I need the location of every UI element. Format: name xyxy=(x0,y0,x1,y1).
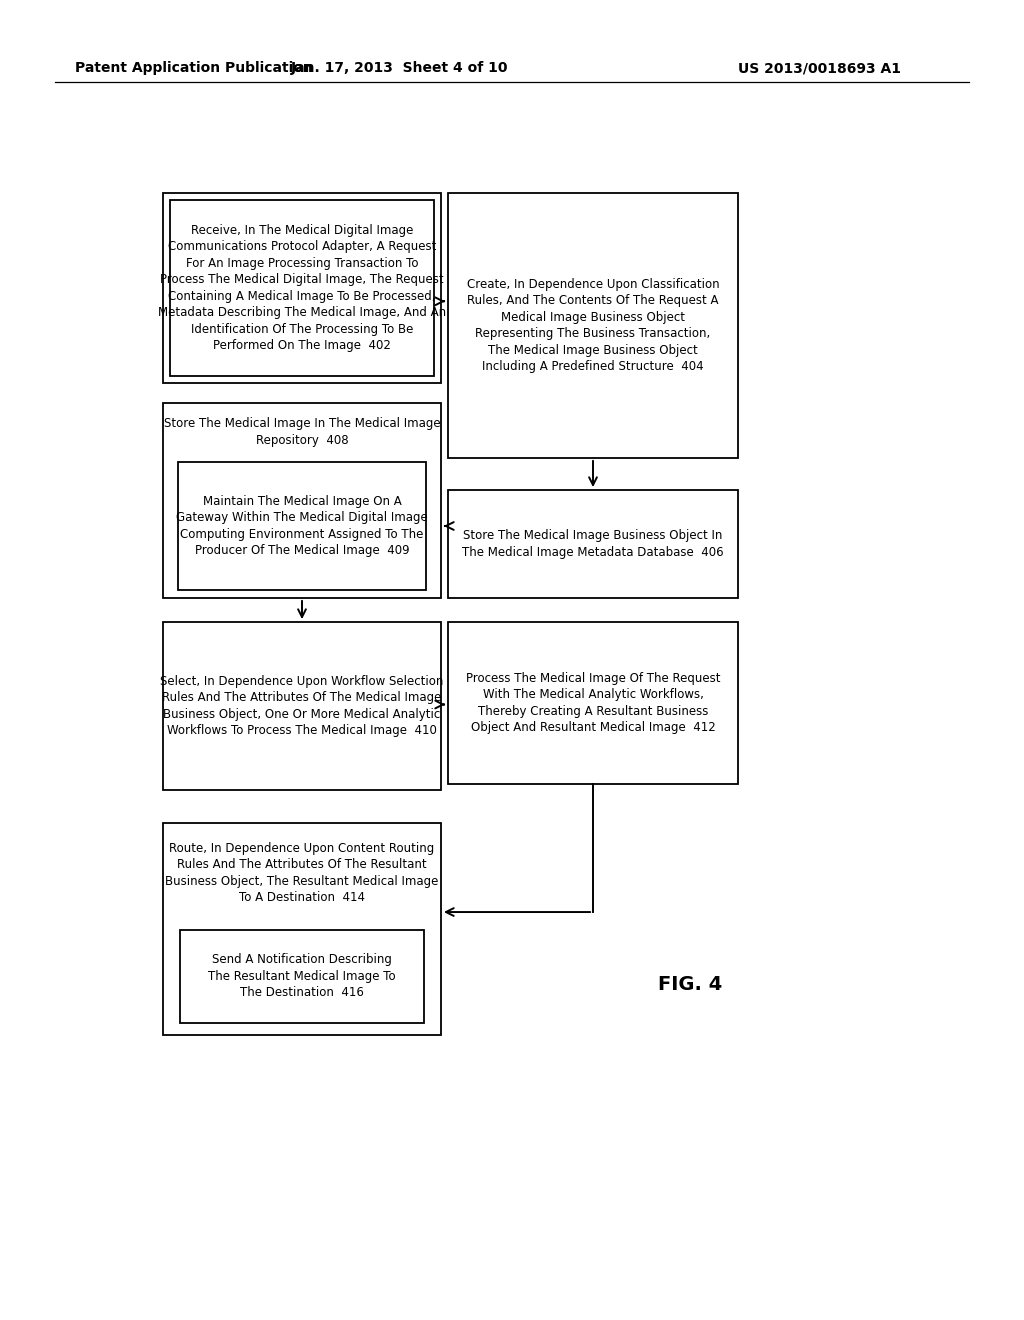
Text: Route, In Dependence Upon Content Routing
Rules And The Attributes Of The Result: Route, In Dependence Upon Content Routin… xyxy=(165,842,438,904)
Text: Select, In Dependence Upon Workflow Selection
Rules And The Attributes Of The Me: Select, In Dependence Upon Workflow Sele… xyxy=(161,675,443,738)
Text: Process The Medical Image Of The Request
With The Medical Analytic Workflows,
Th: Process The Medical Image Of The Request… xyxy=(466,672,720,734)
Bar xyxy=(163,622,441,789)
Bar xyxy=(180,931,424,1023)
Text: Jan. 17, 2013  Sheet 4 of 10: Jan. 17, 2013 Sheet 4 of 10 xyxy=(291,61,509,75)
Bar xyxy=(449,622,738,784)
Text: Patent Application Publication: Patent Application Publication xyxy=(75,61,312,75)
Text: Store The Medical Image In The Medical Image
Repository  408: Store The Medical Image In The Medical I… xyxy=(164,417,440,446)
Bar xyxy=(170,201,434,376)
Bar xyxy=(449,490,738,598)
Text: Maintain The Medical Image On A
Gateway Within The Medical Digital Image
Computi: Maintain The Medical Image On A Gateway … xyxy=(176,495,428,557)
Text: Receive, In The Medical Digital Image
Communications Protocol Adapter, A Request: Receive, In The Medical Digital Image Co… xyxy=(158,224,446,352)
Bar xyxy=(178,462,426,590)
Text: US 2013/0018693 A1: US 2013/0018693 A1 xyxy=(738,61,901,75)
Bar xyxy=(163,193,441,383)
Bar xyxy=(449,193,738,458)
Text: Send A Notification Describing
The Resultant Medical Image To
The Destination  4: Send A Notification Describing The Resul… xyxy=(208,953,396,999)
Text: Create, In Dependence Upon Classification
Rules, And The Contents Of The Request: Create, In Dependence Upon Classificatio… xyxy=(467,277,719,374)
Text: Store The Medical Image Business Object In
The Medical Image Metadata Database  : Store The Medical Image Business Object … xyxy=(462,529,724,558)
Text: FIG. 4: FIG. 4 xyxy=(657,975,722,994)
Bar xyxy=(163,822,441,1035)
Bar xyxy=(163,403,441,598)
